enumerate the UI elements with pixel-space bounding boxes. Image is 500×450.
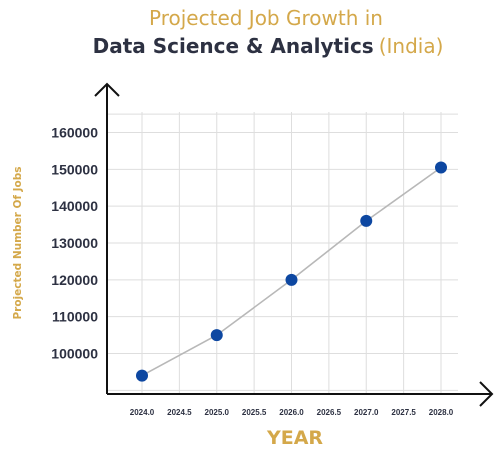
y-axis-arrow [94, 82, 120, 97]
data-point-2 [285, 273, 298, 286]
data-point-1 [210, 329, 223, 342]
y-tick-label-4: 140000 [51, 198, 98, 214]
y-tick-label-6: 160000 [51, 125, 98, 141]
y-tick-label-3: 130000 [51, 235, 98, 251]
x-tick-label-2: 2025.0 [205, 408, 230, 417]
data-point-4 [435, 161, 447, 174]
x-tick-label-8: 2028.0 [429, 408, 454, 417]
x-tick-label-3: 2025.5 [242, 408, 267, 417]
y-tick-label-0: 100000 [51, 346, 98, 362]
grid [107, 112, 458, 394]
y-tick-label-2: 120000 [51, 272, 98, 288]
x-axis-arrow [479, 381, 494, 407]
x-tick-label-0: 2024.0 [130, 408, 155, 417]
x-tick-label-5: 2026.5 [317, 408, 342, 417]
chart-title-line2: Data Science & Analytics (India) [93, 34, 444, 58]
x-tick-labels: 2024.0 2024.5 2025.0 2025.5 2026.0 2026.5 2027… [130, 408, 454, 417]
x-tick-label-1: 2024.5 [167, 408, 192, 417]
x-tick-label-4: 2026.0 [279, 408, 304, 417]
x-axis-label: YEAR [266, 427, 323, 449]
x-tick-label-6: 2027.0 [354, 408, 379, 417]
chart-title-line1: Projected Job Growth in [149, 6, 383, 30]
y-tick-label-5: 150000 [51, 161, 98, 177]
y-tick-labels: 100000 110000 120000 130000 140000 150000 1600… [51, 125, 98, 362]
data-points [136, 161, 447, 382]
data-point-0 [136, 369, 148, 382]
y-tick-label-1: 110000 [52, 309, 98, 325]
axes [94, 82, 494, 407]
x-tick-label-7: 2027.5 [391, 408, 416, 417]
chart-title-accent: (India) [379, 34, 444, 58]
data-point-3 [360, 214, 373, 227]
y-axis-label: Projected Number Of Jobs [12, 166, 24, 319]
chart-title-main: Data Science & Analytics [93, 34, 374, 58]
